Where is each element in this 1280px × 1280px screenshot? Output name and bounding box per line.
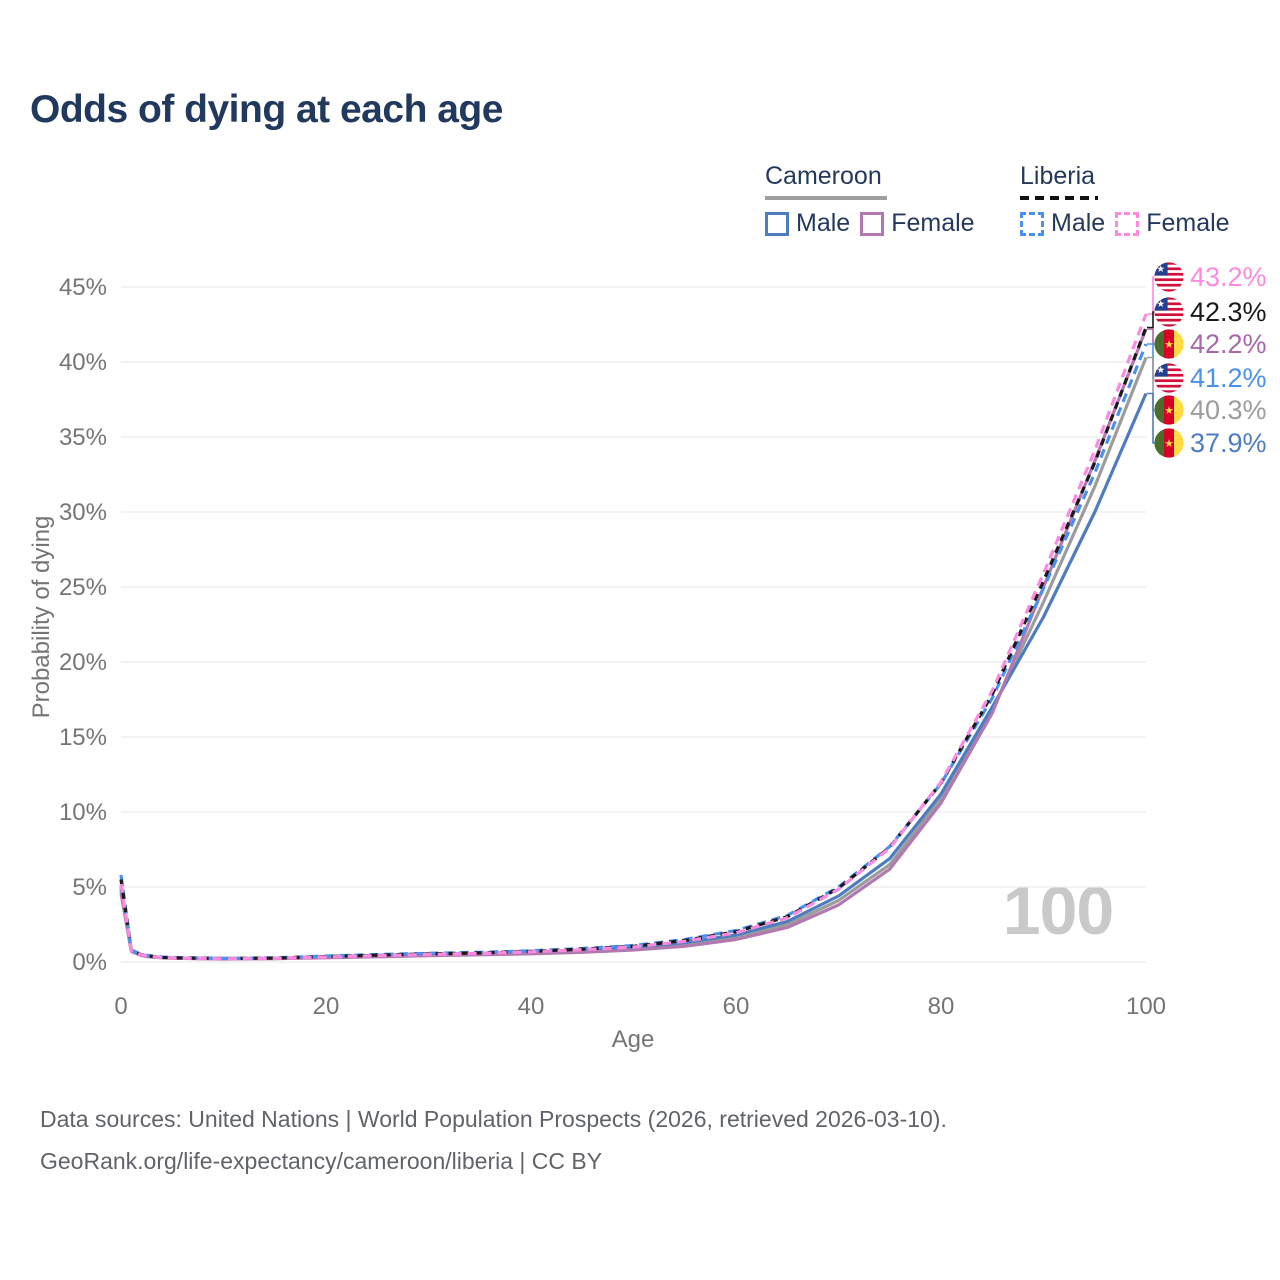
- y-tick-label: 40%: [59, 349, 107, 376]
- series-line-cm_female[interactable]: [119, 328, 1148, 961]
- x-tick-label: 80: [928, 993, 955, 1020]
- series-line-lr_both[interactable]: [119, 326, 1148, 961]
- legend-underline-cameroon: [765, 196, 887, 200]
- attribution-note: GeoRank.org/life-expectancy/cameroon/lib…: [40, 1148, 603, 1174]
- end-label-value: 41.2%: [1190, 362, 1267, 393]
- cameroon-flag-icon: ★: [1154, 428, 1184, 458]
- end-label-value: 40.3%: [1190, 394, 1267, 425]
- liberia-male-swatch-icon[interactable]: [1020, 211, 1044, 236]
- legend-item-liberia-male[interactable]: Male: [1020, 209, 1105, 238]
- svg-text:★: ★: [1164, 405, 1174, 417]
- legend-item-label: Female: [1146, 209, 1230, 237]
- cameroon-flag-icon: ★: [1154, 329, 1184, 359]
- legend-item-cameroon-male[interactable]: Male: [765, 209, 850, 238]
- end-label-liberia-both-sexes: ★ 42.3%: [1154, 296, 1267, 328]
- y-tick-label: 10%: [59, 799, 107, 826]
- end-label-value: 37.9%: [1190, 427, 1267, 458]
- liberia-flag-icon: ★: [1154, 297, 1184, 327]
- series-line-cm_male[interactable]: [119, 392, 1148, 961]
- x-tick-label: 40: [518, 993, 545, 1020]
- legend-item-label: Male: [796, 209, 851, 237]
- y-tick-label: 35%: [59, 424, 107, 451]
- end-label-cameroon-male: ★ 37.9%: [1154, 427, 1267, 459]
- end-label-liberia-female: ★ 43.2%: [1154, 261, 1267, 293]
- series-line-lr_male[interactable]: [119, 343, 1148, 960]
- y-tick-label: 20%: [59, 649, 107, 676]
- liberia-flag-icon: ★: [1154, 363, 1184, 393]
- legend-group-liberia: Liberia Male Female: [1020, 162, 1230, 238]
- x-axis-title: Age: [611, 1026, 655, 1053]
- end-label-value: 42.3%: [1190, 296, 1267, 327]
- cameroon-female-swatch-icon[interactable]: [860, 211, 885, 236]
- y-axis-title: Probability of dying: [28, 515, 55, 719]
- liberia-flag-icon: ★: [1154, 262, 1184, 292]
- end-label-cameroon-female: ★ 42.2%: [1154, 328, 1267, 360]
- legend-header-cameroon: Cameroon: [765, 162, 882, 190]
- legend-group-cameroon: Cameroon Male Female: [765, 162, 975, 238]
- series-line-cm_both[interactable]: [119, 356, 1148, 961]
- end-label-liberia-male: ★ 41.2%: [1154, 362, 1267, 394]
- age-watermark: 100: [1002, 873, 1114, 949]
- x-tick-label: 20: [313, 993, 340, 1020]
- end-label-cameroon-both-sexes: ★ 40.3%: [1154, 394, 1267, 426]
- cameroon-male-swatch-icon[interactable]: [765, 211, 789, 236]
- page-title: Odds of dying at each age: [30, 88, 503, 131]
- end-label-value: 42.2%: [1190, 328, 1267, 359]
- svg-text:★: ★: [1157, 365, 1166, 376]
- legend-item-label: Male: [1051, 209, 1106, 237]
- svg-text:★: ★: [1157, 264, 1166, 275]
- x-tick-label: 60: [723, 993, 750, 1020]
- x-tick-label: 100: [1126, 993, 1166, 1020]
- y-tick-label: 0%: [72, 949, 107, 976]
- legend-item-cameroon-female[interactable]: Female: [860, 209, 975, 238]
- legend-header-liberia: Liberia: [1020, 162, 1096, 190]
- cameroon-flag-icon: ★: [1154, 395, 1184, 425]
- y-tick-label: 25%: [59, 574, 107, 601]
- x-tick-label: 0: [114, 993, 127, 1020]
- y-tick-label: 45%: [59, 274, 107, 301]
- legend-item-liberia-female[interactable]: Female: [1115, 209, 1230, 238]
- svg-text:★: ★: [1157, 299, 1166, 310]
- y-tick-label: 30%: [59, 499, 107, 526]
- svg-text:★: ★: [1164, 438, 1174, 450]
- y-tick-label: 5%: [72, 874, 107, 901]
- liberia-female-swatch-icon[interactable]: [1115, 211, 1140, 236]
- legend-item-label: Female: [891, 209, 975, 237]
- legend-underline-liberia: [1020, 196, 1098, 200]
- svg-text:★: ★: [1164, 339, 1174, 351]
- end-label-value: 43.2%: [1190, 261, 1267, 292]
- series-line-lr_female[interactable]: [119, 313, 1148, 961]
- data-source-note: Data sources: United Nations | World Pop…: [40, 1106, 947, 1132]
- y-tick-label: 15%: [59, 724, 107, 751]
